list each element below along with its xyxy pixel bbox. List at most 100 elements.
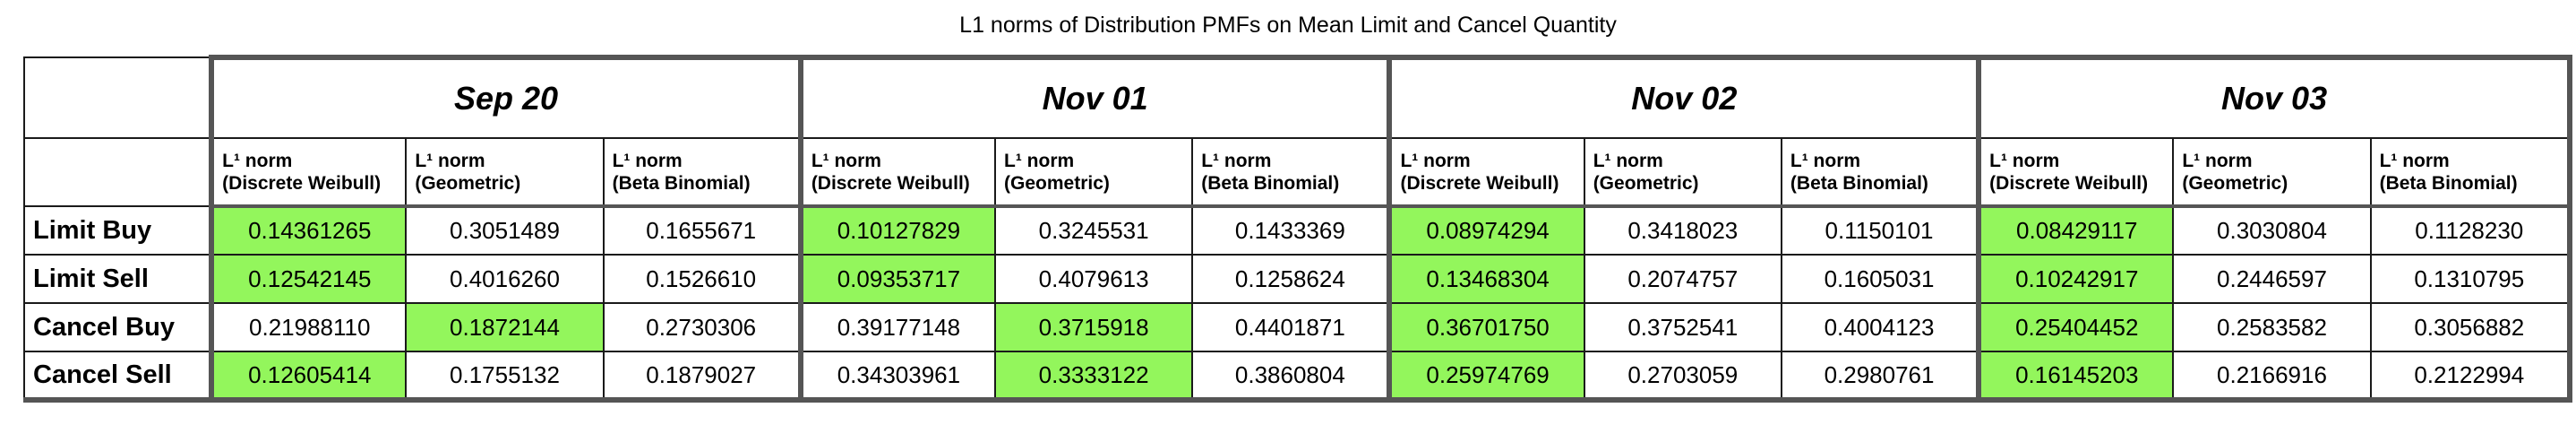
column-header-line2: (Beta Binomial) — [2379, 172, 2518, 194]
column-header-line1: L¹ norm — [1004, 150, 1075, 171]
value-cell: 0.3418023 — [1583, 205, 1782, 256]
table-row: Limit Sell 0.12542145 0.4016260 0.1526610 0.… — [22, 254, 2573, 304]
column-header-line2: (Discrete Weibull) — [222, 172, 382, 194]
value-cell: 0.1655671 — [602, 205, 803, 256]
column-header-line2: (Discrete Weibull) — [1989, 172, 2149, 194]
column-header: L¹ norm (Discrete Weibull) — [797, 137, 997, 208]
value-cell: 0.1433369 — [1191, 205, 1393, 256]
group-header-0: Sep 20 — [209, 55, 803, 139]
column-header-line1: L¹ norm — [1400, 150, 1471, 171]
value-cell: 0.1879027 — [602, 351, 803, 403]
value-cell: 0.39177148 — [797, 302, 997, 352]
value-cell: 0.2446597 — [2172, 254, 2372, 304]
value-cell: 0.4079613 — [994, 254, 1194, 304]
column-header: L¹ norm (Geometric) — [405, 137, 605, 208]
value-cell-best: 0.12542145 — [209, 254, 408, 304]
value-cell: 0.1150101 — [1780, 205, 1982, 256]
value-cell-best: 0.3333122 — [994, 351, 1194, 403]
value-cell: 0.2703059 — [1583, 351, 1782, 403]
value-cell: 0.2074757 — [1583, 254, 1782, 304]
value-cell: 0.1310795 — [2369, 254, 2573, 304]
column-header-line1: L¹ norm — [415, 150, 485, 171]
value-cell: 0.3056882 — [2369, 302, 2573, 352]
column-header-line1: L¹ norm — [1201, 150, 1272, 171]
corner-cell — [22, 56, 213, 139]
corner-cell-2 — [22, 137, 213, 207]
column-header: L¹ norm (Beta Binomial) — [2369, 137, 2573, 208]
column-header-line1: L¹ norm — [612, 150, 683, 171]
table-row: Cancel Sell 0.12605414 0.1755132 0.1879027 0… — [22, 351, 2573, 403]
column-header: L¹ norm (Beta Binomial) — [1191, 137, 1393, 208]
column-header-line1: L¹ norm — [1790, 150, 1861, 171]
value-cell-best: 0.25404452 — [1976, 302, 2175, 352]
value-cell-best: 0.08974294 — [1387, 205, 1585, 256]
value-cell: 0.1258624 — [1191, 254, 1393, 304]
column-header-line2: (Geometric) — [1004, 172, 1110, 194]
row-label: Limit Sell — [22, 254, 213, 304]
value-cell: 0.3245531 — [994, 205, 1194, 256]
value-cell-best: 0.25974769 — [1387, 351, 1585, 403]
group-header-3: Nov 03 — [1976, 55, 2572, 139]
value-cell: 0.4401871 — [1191, 302, 1393, 352]
row-label: Cancel Buy — [22, 302, 213, 352]
column-header: L¹ norm (Beta Binomial) — [1780, 137, 1982, 208]
value-cell: 0.2583582 — [2172, 302, 2372, 352]
column-header-line2: (Beta Binomial) — [612, 172, 751, 194]
value-cell: 0.3030804 — [2172, 205, 2372, 256]
column-header-line1: L¹ norm — [1593, 150, 1663, 171]
column-header-line2: (Geometric) — [1593, 172, 1699, 194]
value-cell-best: 0.10242917 — [1976, 254, 2175, 304]
value-cell: 0.21988110 — [209, 302, 408, 352]
value-cell-best: 0.13468304 — [1387, 254, 1585, 304]
group-header-2: Nov 02 — [1387, 55, 1982, 139]
column-header: L¹ norm (Beta Binomial) — [602, 137, 803, 208]
column-header-line2: (Geometric) — [2182, 172, 2288, 194]
value-cell-best: 0.08429117 — [1976, 205, 2175, 256]
column-header: L¹ norm (Discrete Weibull) — [1387, 137, 1585, 208]
column-header: L¹ norm (Discrete Weibull) — [1976, 137, 2175, 208]
value-cell: 0.4016260 — [405, 254, 605, 304]
value-cell-best: 0.09353717 — [797, 254, 997, 304]
column-header-row: L¹ norm (Discrete Weibull) L¹ norm (Geometr… — [22, 137, 2573, 208]
column-header-line1: L¹ norm — [2379, 150, 2450, 171]
value-cell: 0.2166916 — [2172, 351, 2372, 403]
column-header-line2: (Discrete Weibull) — [1400, 172, 1559, 194]
value-cell-best: 0.36701750 — [1387, 302, 1585, 352]
value-cell: 0.3051489 — [405, 205, 605, 256]
value-cell: 0.1526610 — [602, 254, 803, 304]
column-header-line1: L¹ norm — [2182, 150, 2253, 171]
value-cell-best: 0.1872144 — [405, 302, 605, 352]
value-cell: 0.1605031 — [1780, 254, 1982, 304]
column-header-line2: (Beta Binomial) — [1790, 172, 1928, 194]
row-label: Limit Buy — [22, 205, 213, 256]
group-header-row: Sep 20 Nov 01 Nov 02 Nov 03 — [22, 55, 2572, 139]
column-header-line2: (Geometric) — [415, 172, 521, 194]
column-header-line2: (Beta Binomial) — [1201, 172, 1340, 194]
column-header: L¹ norm (Geometric) — [994, 137, 1194, 208]
column-header-line1: L¹ norm — [811, 150, 881, 171]
value-cell: 0.2980761 — [1780, 351, 1982, 403]
value-cell: 0.2122994 — [2369, 351, 2573, 403]
table-row: Cancel Buy 0.21988110 0.1872144 0.2730306 0.… — [22, 302, 2573, 352]
value-cell-best: 0.16145203 — [1976, 351, 2175, 403]
table-title: L1 norms of Distribution PMFs on Mean Li… — [959, 13, 1617, 38]
l1-norm-table: Sep 20 Nov 01 Nov 02 Nov 03 L¹ norm (Discrete… — [22, 55, 2573, 403]
value-cell: 0.1128230 — [2369, 205, 2573, 256]
value-cell: 0.2730306 — [602, 302, 803, 352]
value-cell: 0.1755132 — [405, 351, 605, 403]
column-header: L¹ norm (Geometric) — [2172, 137, 2372, 208]
value-cell-best: 0.14361265 — [209, 205, 408, 256]
value-cell: 0.34303961 — [797, 351, 997, 403]
value-cell: 0.4004123 — [1780, 302, 1982, 352]
value-cell-best: 0.10127829 — [797, 205, 997, 256]
column-header-line1: L¹ norm — [1989, 150, 2060, 171]
row-label: Cancel Sell — [22, 351, 213, 403]
value-cell-best: 0.12605414 — [209, 351, 408, 403]
table-body: Sep 20 Nov 01 Nov 02 Nov 03 L¹ norm (Discrete… — [22, 55, 2573, 403]
value-cell-best: 0.3715918 — [994, 302, 1194, 352]
column-header-line1: L¹ norm — [222, 150, 293, 171]
column-header-line2: (Discrete Weibull) — [811, 172, 970, 194]
value-cell: 0.3860804 — [1191, 351, 1393, 403]
column-header: L¹ norm (Geometric) — [1583, 137, 1782, 208]
group-header-1: Nov 01 — [797, 55, 1393, 139]
